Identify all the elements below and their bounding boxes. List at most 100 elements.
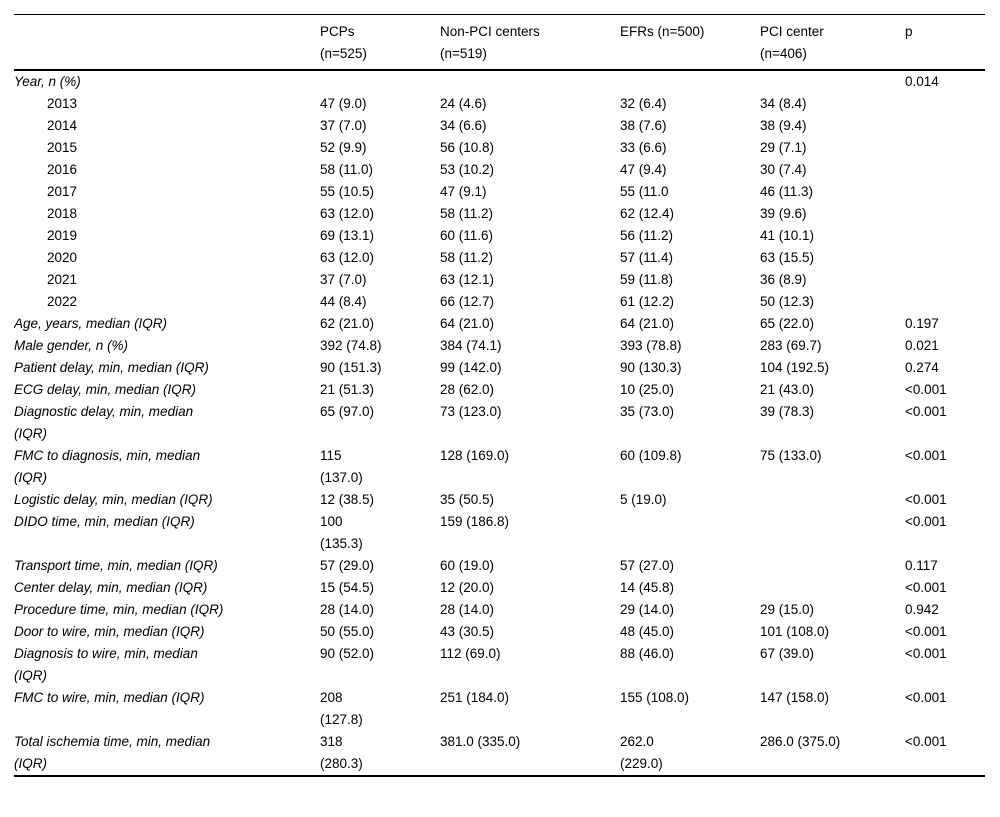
table-row: Total ischemia time, min, median (IQR) 31… bbox=[14, 731, 985, 776]
table-row: Center delay, min, median (IQR) 15 (54.5)… bbox=[14, 577, 985, 599]
cell: 67 (39.0) bbox=[760, 646, 815, 661]
table-row: DIDO time, min, median (IQR) 100 (135.3) 1… bbox=[14, 511, 985, 555]
cell: 59 (11.8) bbox=[620, 272, 674, 287]
cell: <0.001 bbox=[905, 624, 947, 639]
cell: 0.942 bbox=[905, 602, 939, 617]
table-row: 2019 69 (13.1) 60 (11.6) 56 (11.2) 41 (10.1) bbox=[14, 225, 985, 247]
cell: 10 (25.0) bbox=[620, 382, 675, 397]
row-label: Transport time, min, median (IQR) bbox=[14, 558, 218, 573]
row-label: Door to wire, min, median (IQR) bbox=[14, 624, 205, 639]
cell: 24 (4.6) bbox=[440, 96, 487, 111]
cell bbox=[905, 159, 985, 181]
row-label: 2022 bbox=[47, 294, 78, 309]
cell: 90 (130.3) bbox=[620, 360, 682, 375]
row-label: Diagnostic delay, min, median (IQR) bbox=[14, 404, 194, 441]
table-row: Transport time, min, median (IQR) 57 (29.… bbox=[14, 555, 985, 577]
cell: 64 (21.0) bbox=[440, 316, 495, 331]
cell bbox=[760, 577, 905, 599]
row-label: FMC to diagnosis, min, median (IQR) bbox=[14, 448, 201, 485]
cell: 251 (184.0) bbox=[440, 690, 510, 705]
cell bbox=[905, 291, 985, 313]
cell bbox=[760, 70, 905, 93]
cell: <0.001 bbox=[905, 382, 947, 397]
cell bbox=[320, 70, 440, 93]
table-row: 2020 63 (12.0) 58 (11.2) 57 (11.4) 63 (15.5) bbox=[14, 247, 985, 269]
cell bbox=[620, 70, 760, 93]
table-row: 2013 47 (9.0) 24 (4.6) 32 (6.4) 34 (8.4) bbox=[14, 93, 985, 115]
cell bbox=[905, 137, 985, 159]
cell: 21 (43.0) bbox=[760, 382, 815, 397]
cell: 29 (15.0) bbox=[760, 602, 815, 617]
cell: 58 (11.0) bbox=[320, 162, 374, 177]
cell bbox=[440, 70, 620, 93]
cell: <0.001 bbox=[905, 646, 947, 661]
cell: 100 (135.3) bbox=[320, 514, 363, 551]
row-label: Male gender, n (%) bbox=[14, 338, 129, 353]
cell: <0.001 bbox=[905, 448, 947, 463]
cell: 58 (11.2) bbox=[440, 250, 494, 265]
cell: 65 (22.0) bbox=[760, 316, 815, 331]
cell: 69 (13.1) bbox=[320, 228, 375, 243]
cell: 147 (158.0) bbox=[760, 690, 830, 705]
cell: 104 (192.5) bbox=[760, 360, 830, 375]
cell: 36 (8.9) bbox=[760, 272, 807, 287]
statistics-table: PCPs (n=525) Non-PCI centers (n=519) EFR… bbox=[14, 14, 985, 777]
cell: 62 (12.4) bbox=[620, 206, 675, 221]
row-label: 2018 bbox=[47, 206, 78, 221]
cell: <0.001 bbox=[905, 734, 947, 749]
cell: <0.001 bbox=[905, 690, 947, 705]
cell: 15 (54.5) bbox=[320, 580, 375, 595]
cell: 61 (12.2) bbox=[620, 294, 675, 309]
cell: 155 (108.0) bbox=[620, 690, 690, 705]
cell: 60 (11.6) bbox=[440, 228, 494, 243]
header-non-pci-centers: Non-PCI centers (n=519) bbox=[440, 24, 540, 61]
cell: 57 (11.4) bbox=[620, 250, 674, 265]
cell: 21 (51.3) bbox=[320, 382, 375, 397]
cell bbox=[905, 247, 985, 269]
cell: 33 (6.6) bbox=[620, 140, 667, 155]
table-body: Year, n (%) 0.014 2013 47 (9.0) 24 (4.6) 32 (… bbox=[14, 70, 985, 776]
table-row: FMC to wire, min, median (IQR) 208 (127.8… bbox=[14, 687, 985, 731]
cell: 32 (6.4) bbox=[620, 96, 667, 111]
cell: 48 (45.0) bbox=[620, 624, 675, 639]
cell: 57 (29.0) bbox=[320, 558, 375, 573]
cell: 47 (9.1) bbox=[440, 184, 487, 199]
row-label: Age, years, median (IQR) bbox=[14, 316, 168, 331]
row-label: Year, n (%) bbox=[14, 74, 81, 89]
cell: 0.117 bbox=[905, 558, 938, 573]
cell: 63 (12.0) bbox=[320, 250, 375, 265]
cell bbox=[905, 203, 985, 225]
cell bbox=[760, 511, 905, 555]
cell: 56 (11.2) bbox=[620, 228, 674, 243]
cell: 37 (7.0) bbox=[320, 272, 367, 287]
row-label: Center delay, min, median (IQR) bbox=[14, 580, 208, 595]
row-label: 2013 bbox=[47, 96, 78, 111]
cell: 50 (12.3) bbox=[760, 294, 815, 309]
cell: 0.274 bbox=[905, 360, 939, 375]
cell: 393 (78.8) bbox=[620, 338, 682, 353]
cell: 28 (62.0) bbox=[440, 382, 495, 397]
row-label: Total ischemia time, min, median (IQR) bbox=[14, 734, 211, 771]
table-row: Male gender, n (%) 392 (74.8) 384 (74.1) 39… bbox=[14, 335, 985, 357]
cell: 283 (69.7) bbox=[760, 338, 822, 353]
cell: 50 (55.0) bbox=[320, 624, 375, 639]
row-label: 2021 bbox=[47, 272, 78, 287]
header-efrs: EFRs (n=500) bbox=[620, 24, 705, 39]
cell: 88 (46.0) bbox=[620, 646, 675, 661]
row-label: 2015 bbox=[47, 140, 78, 155]
table-row: Door to wire, min, median (IQR) 50 (55.0)… bbox=[14, 621, 985, 643]
header-pcps: PCPs (n=525) bbox=[320, 24, 367, 61]
table-row: 2015 52 (9.9) 56 (10.8) 33 (6.6) 29 (7.1) bbox=[14, 137, 985, 159]
table-row: Age, years, median (IQR) 62 (21.0) 64 (21.… bbox=[14, 313, 985, 335]
row-label: 2016 bbox=[47, 162, 78, 177]
cell: <0.001 bbox=[905, 514, 947, 529]
cell: 28 (14.0) bbox=[440, 602, 495, 617]
cell: 43 (30.5) bbox=[440, 624, 495, 639]
cell bbox=[905, 115, 985, 137]
cell: 73 (123.0) bbox=[440, 404, 502, 419]
cell bbox=[760, 555, 905, 577]
table-row: FMC to diagnosis, min, median (IQR) 115 (… bbox=[14, 445, 985, 489]
header-row: PCPs (n=525) Non-PCI centers (n=519) EFR… bbox=[14, 15, 985, 70]
cell: 14 (45.8) bbox=[620, 580, 675, 595]
